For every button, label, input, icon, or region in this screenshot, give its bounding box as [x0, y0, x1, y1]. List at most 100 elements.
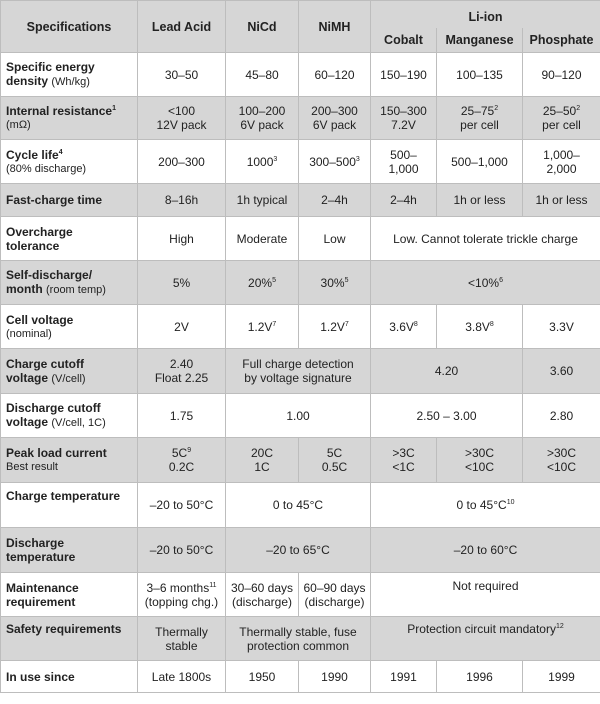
cell: 150–190	[370, 52, 437, 97]
cell: 1.2V7	[225, 304, 299, 349]
cell: 30%5	[298, 260, 371, 305]
row-label: Cycle life4 (80% discharge)	[0, 139, 138, 184]
cell: 1h typical	[225, 183, 299, 217]
row-specific-energy: Specific energy density (Wh/kg) 30–50 45…	[0, 52, 600, 97]
cell: 1996	[436, 660, 523, 693]
cell: 1990	[298, 660, 371, 693]
header-cobalt: Cobalt	[370, 27, 437, 53]
header-nimh: NiMH	[298, 0, 371, 53]
cell: 500–1,000	[370, 139, 437, 184]
cell: 1.75	[137, 393, 226, 438]
header-phosphate: Phosphate	[522, 27, 600, 53]
cell: 1950	[225, 660, 299, 693]
cell: 30–50	[137, 52, 226, 97]
header-manganese: Manganese	[436, 27, 523, 53]
row-label: Cell voltage (nominal)	[0, 304, 138, 349]
row-in-use-since: In use since Late 1800s 1950 1990 1991 1…	[0, 660, 600, 693]
cell: –20 to 50°C	[137, 482, 226, 528]
cell: Not required	[370, 572, 600, 617]
row-label: Charge temperature	[0, 482, 138, 528]
cell: >3C <1C	[370, 437, 437, 483]
cell: 100–200 6V pack	[225, 96, 299, 140]
row-peak-load: Peak load current Best result 5C9 0.2C 20…	[0, 437, 600, 483]
row-label: Charge cutoff voltage (V/cell)	[0, 348, 138, 394]
cell: 150–300 7.2V	[370, 96, 437, 140]
cell: 20%5	[225, 260, 299, 305]
row-label: Peak load current Best result	[0, 437, 138, 483]
cell: Low	[298, 216, 371, 261]
cell: –20 to 50°C	[137, 527, 226, 573]
row-label: Safety requirements	[0, 616, 138, 661]
header-li-ion: Li-ion	[370, 0, 600, 28]
cell: 5C 0.5C	[298, 437, 371, 483]
cell: 200–300	[137, 139, 226, 184]
row-cycle-life: Cycle life4 (80% discharge) 200–300 1000…	[0, 139, 600, 184]
cell: 5%	[137, 260, 226, 305]
row-self-discharge: Self-discharge/ month (room temp) 5% 20%…	[0, 260, 600, 305]
cell: 5C9 0.2C	[137, 437, 226, 483]
cell: 0 to 45°C10	[370, 482, 600, 528]
row-label: Self-discharge/ month (room temp)	[0, 260, 138, 305]
cell: 60–90 days (discharge)	[298, 572, 371, 617]
cell: 2–4h	[370, 183, 437, 217]
row-label: Internal resistance1 (mΩ)	[0, 96, 138, 140]
row-maintenance: Maintenance requirement 3–6 months11 (top…	[0, 572, 600, 617]
header-li-ion-label: Li-ion	[468, 10, 503, 25]
cell: 1999	[522, 660, 600, 693]
cell: –20 to 60°C	[370, 527, 600, 573]
cell: 1991	[370, 660, 437, 693]
row-fast-charge-time: Fast-charge time 8–16h 1h typical 2–4h 2…	[0, 183, 600, 217]
cell: Full charge detection by voltage signatur…	[225, 348, 371, 394]
cell: 300–5003	[298, 139, 371, 184]
cell: 4.20	[370, 348, 523, 394]
row-charge-cutoff: Charge cutoff voltage (V/cell) 2.40 Float…	[0, 348, 600, 394]
cell: 1,000– 2,000	[522, 139, 600, 184]
row-safety: Safety requirements Thermally stable Ther…	[0, 616, 600, 661]
cell: Thermally stable	[137, 616, 226, 661]
cell: 200–300 6V pack	[298, 96, 371, 140]
cell: 1.2V7	[298, 304, 371, 349]
row-label: Fast-charge time	[0, 183, 138, 217]
cell: 45–80	[225, 52, 299, 97]
cell: >30C <10C	[522, 437, 600, 483]
cell: Moderate	[225, 216, 299, 261]
cell: Protection circuit mandatory12	[370, 616, 600, 661]
row-label: Discharge cutoff voltage (V/cell, 1C)	[0, 393, 138, 438]
cell: Low. Cannot tolerate trickle charge	[370, 216, 600, 261]
row-overcharge-tolerance: Overcharge tolerance High Moderate Low L…	[0, 216, 600, 261]
cell: 500–1,000	[436, 139, 523, 184]
header-lead-acid: Lead Acid	[137, 0, 226, 53]
cell: <10%6	[370, 260, 600, 305]
cell: 2.50 – 3.00	[370, 393, 523, 438]
header-nicd: NiCd	[225, 0, 299, 53]
cell: High	[137, 216, 226, 261]
cell: 8–16h	[137, 183, 226, 217]
row-cell-voltage: Cell voltage (nominal) 2V 1.2V7 1.2V7 3.…	[0, 304, 600, 349]
cell: Thermally stable, fuse protection common	[225, 616, 371, 661]
cell: Late 1800s	[137, 660, 226, 693]
row-label: Specific energy density (Wh/kg)	[0, 52, 138, 97]
cell: 2V	[137, 304, 226, 349]
cell: 25–502 per cell	[522, 96, 600, 140]
header-specifications: Specifications	[0, 0, 138, 53]
cell: 2.40 Float 2.25	[137, 348, 226, 394]
cell: 3.3V	[522, 304, 600, 349]
cell: 1.00	[225, 393, 371, 438]
cell: 2.80	[522, 393, 600, 438]
cell: 30–60 days (discharge)	[225, 572, 299, 617]
cell: 1h or less	[522, 183, 600, 217]
cell: 100–135	[436, 52, 523, 97]
cell: 25–752 per cell	[436, 96, 523, 140]
row-label: Discharge temperature	[0, 527, 138, 573]
cell: >30C <10C	[436, 437, 523, 483]
cell: –20 to 65°C	[225, 527, 371, 573]
row-internal-resistance: Internal resistance1 (mΩ) <100 12V pack 1…	[0, 96, 600, 140]
cell: 1h or less	[436, 183, 523, 217]
cell: 0 to 45°C	[225, 482, 371, 528]
cell: 3.8V8	[436, 304, 523, 349]
cell: <100 12V pack	[137, 96, 226, 140]
cell: 2–4h	[298, 183, 371, 217]
row-discharge-cutoff: Discharge cutoff voltage (V/cell, 1C) 1.…	[0, 393, 600, 438]
row-label: Overcharge tolerance	[0, 216, 138, 261]
